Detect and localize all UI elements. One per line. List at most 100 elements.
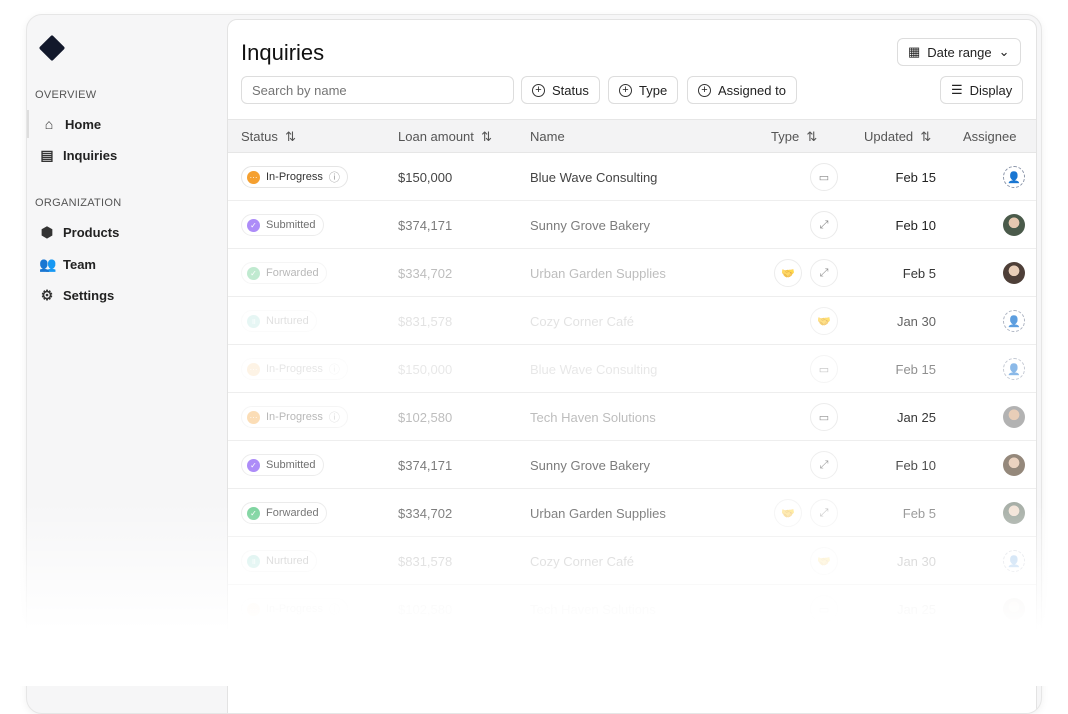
table-row[interactable]: ··· In-Progress ⓘ $150,000 Blue Wave Consu… — [228, 345, 1036, 393]
section-organization: ORGANIZATION — [35, 197, 122, 209]
status-badge: ॥ Nurtured — [241, 550, 317, 572]
status-label: In-Progress — [266, 411, 323, 423]
table-header: Status ⇅ Loan amount ⇅ Name Type ⇅ Updat… — [228, 119, 1036, 153]
assignee-avatar[interactable] — [1003, 454, 1025, 476]
status-icon: ··· — [247, 602, 260, 616]
cash-icon: ▭ — [810, 595, 838, 623]
status-label: In-Progress — [266, 363, 323, 375]
assignee-avatar[interactable] — [1003, 406, 1025, 428]
status-label: Forwarded — [266, 267, 319, 279]
status-label: In-Progress — [266, 171, 323, 183]
expand-icon: ⤢ — [810, 211, 838, 239]
handshake-icon: 🤝 — [774, 499, 802, 527]
filter-label: Status — [552, 82, 589, 98]
column-type[interactable]: Type ⇅ — [771, 129, 818, 144]
assignee-avatar[interactable] — [1003, 502, 1025, 524]
unassigned-user-icon[interactable]: 👤 — [1003, 550, 1025, 572]
info-icon: ⓘ — [328, 364, 340, 376]
section-overview: OVERVIEW — [35, 89, 97, 101]
sidebar-item-inquiries[interactable]: ▤ Inquiries — [27, 141, 227, 169]
updated-date: Feb 5 — [902, 505, 936, 521]
company-name: Tech Haven Solutions — [530, 601, 656, 617]
handshake-icon: 🤝 — [774, 259, 802, 287]
loan-amount: $150,000 — [398, 169, 453, 185]
display-label: Display — [969, 82, 1013, 98]
filter-label: Assigned to — [718, 82, 786, 98]
assignee-avatar[interactable] — [1003, 262, 1025, 284]
filter-assigned-button[interactable]: + Assigned to — [687, 76, 797, 104]
display-button[interactable]: ☰ Display — [940, 76, 1024, 104]
updated-date: Feb 15 — [895, 361, 936, 377]
filter-type-button[interactable]: + Type — [608, 76, 679, 104]
unassigned-user-icon[interactable]: 👤 — [1003, 358, 1025, 380]
cash-icon: ▭ — [810, 403, 838, 431]
status-label: In-Progress — [266, 603, 323, 615]
table-row[interactable]: ॥ Nurtured $831,578 Cozy Corner Café 🤝 Ja… — [228, 297, 1036, 345]
cash-icon: ▭ — [810, 355, 838, 383]
table-row[interactable]: ✓ Submitted $374,171 Sunny Grove Bakery ⤢… — [228, 441, 1036, 489]
cash-icon: ▭ — [810, 163, 838, 191]
loan-amount: $150,000 — [398, 361, 453, 377]
updated-date: Jan 25 — [896, 409, 936, 425]
status-icon: ··· — [247, 410, 260, 424]
home-icon: ⌂ — [44, 116, 54, 132]
assignee-avatar[interactable] — [1003, 598, 1025, 620]
sidebar-item-home[interactable]: ⌂ Home — [27, 110, 227, 138]
sidebar-item-team[interactable]: 👥 Team — [27, 250, 227, 278]
box-icon: ⬢ — [40, 223, 54, 240]
info-icon: ⓘ — [328, 172, 340, 184]
table-row[interactable]: ··· In-Progress ⓘ $102,580 Tech Haven Solu… — [228, 393, 1036, 441]
status-icon: ✓ — [247, 266, 260, 280]
assignee-avatar[interactable] — [1003, 214, 1025, 236]
info-icon: ⓘ — [328, 412, 340, 424]
status-label: Forwarded — [266, 507, 319, 519]
sidebar-item-products[interactable]: ⬢ Products — [27, 218, 227, 246]
gear-icon: ⚙ — [40, 286, 54, 303]
sort-icon: ⇅ — [806, 129, 818, 144]
table-row[interactable]: ··· In-Progress ⓘ $150,000 Blue Wave Consu… — [228, 153, 1036, 201]
sidebar-item-label: Team — [63, 256, 96, 272]
status-icon: ॥ — [247, 314, 260, 328]
updated-date: Jan 25 — [896, 601, 936, 617]
filter-status-button[interactable]: + Status — [521, 76, 600, 104]
plus-circle-icon: + — [619, 83, 632, 97]
column-loan-amount[interactable]: Loan amount ⇅ — [398, 129, 493, 144]
unassigned-user-icon[interactable]: 👤 — [1003, 166, 1025, 188]
status-badge: ··· In-Progress ⓘ — [241, 358, 348, 380]
table-row[interactable]: ✓ Forwarded $334,702 Urban Garden Supplie… — [228, 249, 1036, 297]
updated-date: Feb 10 — [895, 217, 936, 233]
company-name: Blue Wave Consulting — [530, 361, 658, 377]
column-status[interactable]: Status ⇅ — [241, 129, 296, 144]
status-icon: ··· — [247, 170, 260, 184]
sidebar-item-label: Products — [63, 224, 120, 240]
status-badge: ··· In-Progress ⓘ — [241, 166, 348, 188]
table-row[interactable]: ✓ Submitted $374,171 Sunny Grove Bakery ⤢… — [228, 201, 1036, 249]
sidebar-item-settings[interactable]: ⚙ Settings — [27, 281, 227, 309]
loan-amount: $831,578 — [398, 313, 453, 329]
updated-date: Feb 5 — [902, 265, 936, 281]
column-updated[interactable]: Updated ⇅ — [864, 129, 932, 144]
updated-date: Feb 10 — [895, 457, 936, 473]
main-panel: Inquiries ▦ Date range ⌄ + Status + Type + As… — [227, 19, 1037, 713]
unassigned-user-icon[interactable]: 👤 — [1003, 310, 1025, 332]
table-row[interactable]: ✓ Forwarded $334,702 Urban Garden Supplie… — [228, 489, 1036, 537]
sidebar: OVERVIEW ⌂ Home ▤ Inquiries ORGANIZATION ⬢… — [27, 15, 227, 713]
date-range-button[interactable]: ▦ Date range ⌄ — [897, 38, 1021, 66]
plus-circle-icon: + — [532, 83, 545, 97]
company-name: Blue Wave Consulting — [530, 169, 658, 185]
chevron-down-icon: ⌄ — [998, 44, 1010, 59]
status-badge: ✓ Forwarded — [241, 262, 327, 284]
updated-date: Jan 30 — [896, 313, 936, 329]
search-input[interactable] — [241, 76, 514, 104]
status-badge: ✓ Submitted — [241, 214, 324, 236]
table-row[interactable]: ··· In-Progress ⓘ $102,580 Tech Haven Solu… — [228, 585, 1036, 633]
table-row[interactable]: ॥ Nurtured $831,578 Cozy Corner Café 🤝 Ja… — [228, 537, 1036, 585]
column-assignee: Assignee — [963, 129, 1017, 144]
company-name: Sunny Grove Bakery — [530, 457, 650, 473]
status-icon: ✓ — [247, 218, 260, 232]
status-badge: ॥ Nurtured — [241, 310, 317, 332]
company-name: Sunny Grove Bakery — [530, 217, 650, 233]
expand-icon: ⤢ — [810, 499, 838, 527]
plus-circle-icon: + — [698, 83, 711, 97]
company-name: Urban Garden Supplies — [530, 265, 666, 281]
